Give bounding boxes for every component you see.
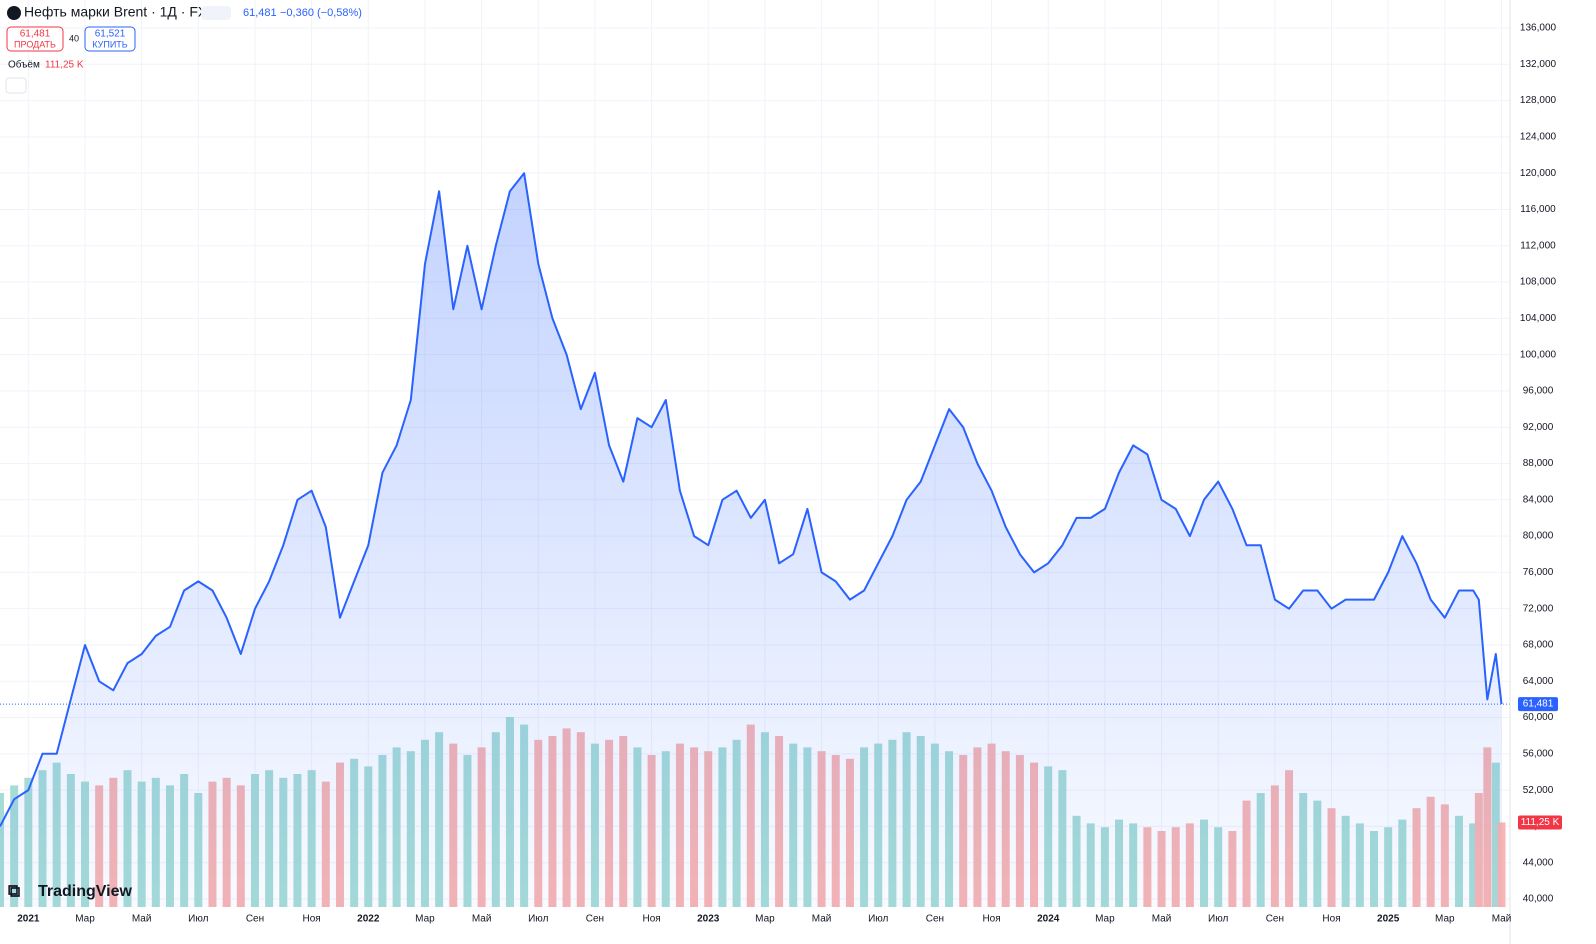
y-tick-label: 56,000 [1523,748,1554,759]
x-tick-label: Июл [1208,914,1228,925]
volume-tag-label: 111,25 K [1521,817,1560,828]
x-tick-label: Сен [586,914,604,925]
y-tick-label: 92,000 [1523,422,1554,433]
y-tick-label: 120,000 [1520,168,1557,179]
y-tick-label: 60,000 [1523,712,1554,723]
y-tick-label: 124,000 [1520,132,1557,143]
y-tick-label: 112,000 [1520,240,1556,251]
x-tick-label: 2024 [1037,914,1060,925]
y-tick-label: 84,000 [1523,494,1554,505]
y-tick-label: 64,000 [1523,676,1554,687]
y-tick-label: 136,000 [1520,23,1557,34]
price-line [0,172,1503,827]
y-tick-label: 76,000 [1523,567,1554,578]
x-tick-label: Май [472,914,492,925]
volume-legend-value: 111,25 K [45,60,84,71]
axes: 40,00044,00048,00052,00056,00060,00064,0… [17,23,1562,925]
y-tick-label: 100,000 [1520,349,1557,360]
symbol-title[interactable]: Нефть марки Brent · 1Д · FX [24,4,208,20]
sell-price: 61,481 [20,29,51,40]
x-tick-label: Сен [926,914,944,925]
x-tick-label: Ноя [982,914,1000,925]
buy-label: КУПИТЬ [92,39,127,49]
y-tick-label: 128,000 [1520,95,1557,106]
collapse-button[interactable] [5,77,27,94]
price-area [0,173,1502,907]
x-tick-label: Мар [755,914,775,925]
x-tick-label: Ноя [1322,914,1340,925]
x-tick-label: Июл [528,914,548,925]
x-tick-label: Ноя [642,914,660,925]
plot [0,172,1510,907]
buy-price: 61,521 [95,29,126,40]
y-tick-label: 80,000 [1523,531,1554,542]
x-tick-label: Сен [246,914,264,925]
change: −0,360 (−0,58%) [280,7,362,19]
x-tick-label: Май [812,914,832,925]
x-tick-label: Сен [1266,914,1284,925]
y-tick-label: 68,000 [1523,640,1554,651]
logo-text: TradingView [38,883,133,900]
y-tick-label: 132,000 [1520,59,1557,70]
price: 61,481 [243,7,277,19]
y-tick-label: 88,000 [1523,458,1554,469]
x-tick-label: Мар [1095,914,1115,925]
volume-legend: Объём [8,59,40,71]
logo: ⧉ [8,881,20,900]
y-tick-label: 40,000 [1523,894,1554,905]
symbol-icon [7,6,21,20]
last-price-tag [1518,697,1558,712]
y-tick-label: 44,000 [1523,857,1554,868]
y-tick-label: 104,000 [1520,313,1557,324]
y-tick-label: 116,000 [1520,204,1556,215]
buy-button[interactable] [84,26,136,52]
spread: 40 [69,33,79,43]
volume-bar [1497,822,1506,907]
y-tick-label: 96,000 [1523,386,1554,397]
x-tick-label: Июл [188,914,208,925]
x-tick-label: Ноя [303,914,321,925]
y-tick-label: 72,000 [1523,603,1554,614]
x-tick-label: 2021 [17,914,40,925]
volume-tag [1518,815,1562,830]
toggle[interactable] [201,6,231,20]
x-tick-label: Май [1492,914,1512,925]
x-tick-label: Май [132,914,152,925]
x-tick-label: Мар [415,914,435,925]
sell-button[interactable] [6,26,64,52]
last-price-label: 61,481 [1523,699,1554,710]
x-tick-label: Мар [1435,914,1455,925]
x-tick-label: Июл [868,914,888,925]
x-tick-label: 2025 [1377,914,1400,925]
sell-label: ПРОДАТЬ [14,39,56,49]
x-tick-label: Май [1152,914,1172,925]
y-tick-label: 52,000 [1523,785,1554,796]
x-tick-label: 2023 [697,914,720,925]
y-tick-label: 108,000 [1520,277,1557,288]
x-tick-label: Мар [75,914,95,925]
x-tick-label: 2022 [357,914,380,925]
